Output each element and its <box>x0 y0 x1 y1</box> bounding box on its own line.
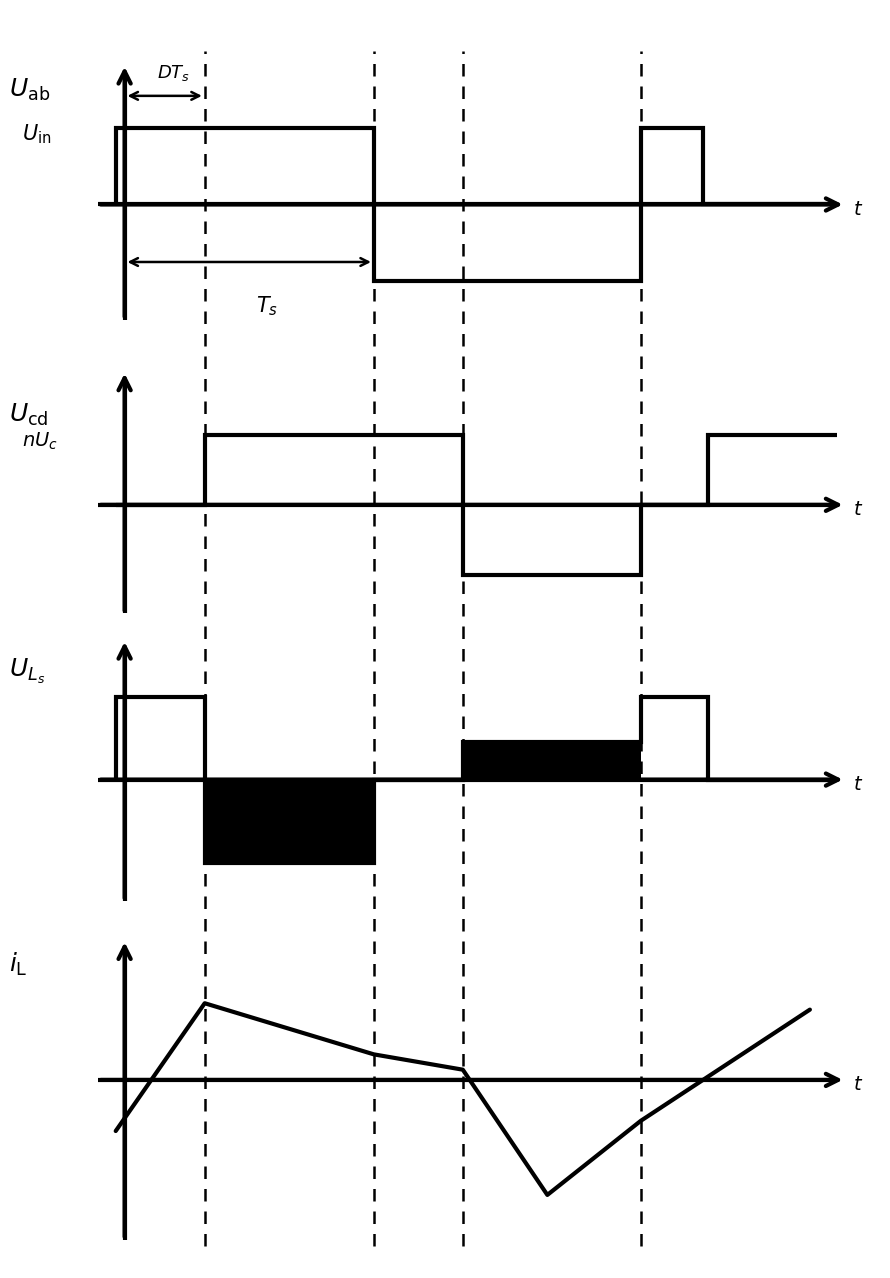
Bar <box>205 780 374 863</box>
Text: $U_{\mathrm{ab}}$: $U_{\mathrm{ab}}$ <box>9 77 50 102</box>
Text: $DT_s$: $DT_s$ <box>157 63 190 83</box>
Text: $t$: $t$ <box>853 776 863 794</box>
Text: $t$: $t$ <box>853 1076 863 1094</box>
Text: $t$: $t$ <box>853 501 863 519</box>
Text: $nU_c$: $nU_c$ <box>22 431 58 451</box>
Text: $t$: $t$ <box>853 201 863 219</box>
Text: $U_{\mathrm{in}}$: $U_{\mathrm{in}}$ <box>22 123 52 146</box>
Text: $U_{L_s}$: $U_{L_s}$ <box>9 657 45 685</box>
Text: $U_{\mathrm{cd}}$: $U_{\mathrm{cd}}$ <box>9 403 48 428</box>
Text: $i_{\mathrm{L}}$: $i_{\mathrm{L}}$ <box>9 951 28 979</box>
Text: $T_s$: $T_s$ <box>256 294 278 317</box>
Bar <box>463 743 641 780</box>
